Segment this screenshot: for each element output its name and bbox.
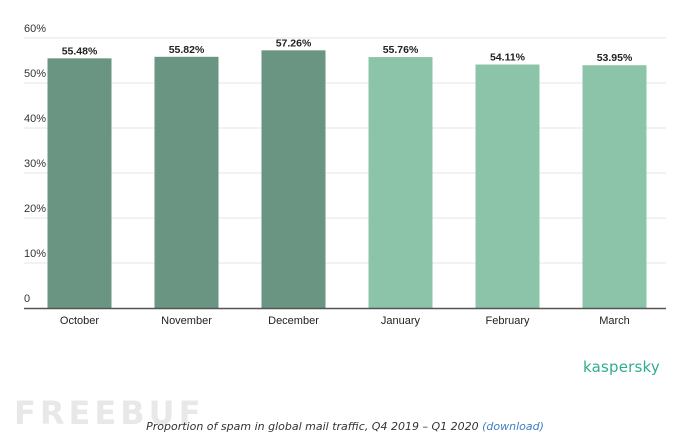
bars [47,50,647,309]
x-category-label: December [268,315,319,327]
x-category-label: March [599,315,630,327]
data-label: 57.26% [276,37,312,49]
data-label: 54.11% [490,52,526,64]
data-label: 55.82% [169,44,205,56]
bar-february [475,64,540,308]
bar-march [582,65,647,308]
x-category-label: November [161,315,212,327]
gridlines [24,37,666,264]
x-category-label: January [381,315,421,327]
y-tick-label: 40% [24,113,46,125]
bar-january [368,57,433,308]
data-label: 55.76% [383,44,419,56]
x-category-label: October [60,315,99,327]
spam-proportion-bar-chart: 010%20%30%40%50%60% 55.48% 55.82%57.26%55… [24,23,666,327]
download-link[interactable]: (download) [482,420,544,433]
bar-december [261,50,326,308]
y-axis-ticks: 0 10% 20% 30% 40% 50% 60% [24,23,46,305]
kaspersky-logo: kaspersky [583,358,660,376]
bar-october [47,58,112,309]
x-axis-categories: October November December January February Ma… [60,315,630,327]
chart-caption: Proportion of spam in global mail traffi… [0,420,690,433]
data-labels: 55.48% 55.82% 57.26% 55.76% 54.11% 53.95% [62,37,633,64]
x-category-label: February [485,315,530,327]
freebuf-watermark: FREEBUF [14,394,205,432]
y-tick-label: 30% [24,158,46,170]
y-tick-label: 20% [24,203,46,215]
bar-november [154,56,219,309]
y-tick-label: 60% [24,23,46,35]
y-tick-label: 0 [24,293,30,305]
data-label: 53.95% [597,52,633,64]
data-label: 55.48% [62,45,98,57]
caption-text: Proportion of spam in global mail traffi… [146,420,479,433]
y-tick-label: 10% [24,248,46,260]
y-tick-label: 50% [24,68,46,80]
